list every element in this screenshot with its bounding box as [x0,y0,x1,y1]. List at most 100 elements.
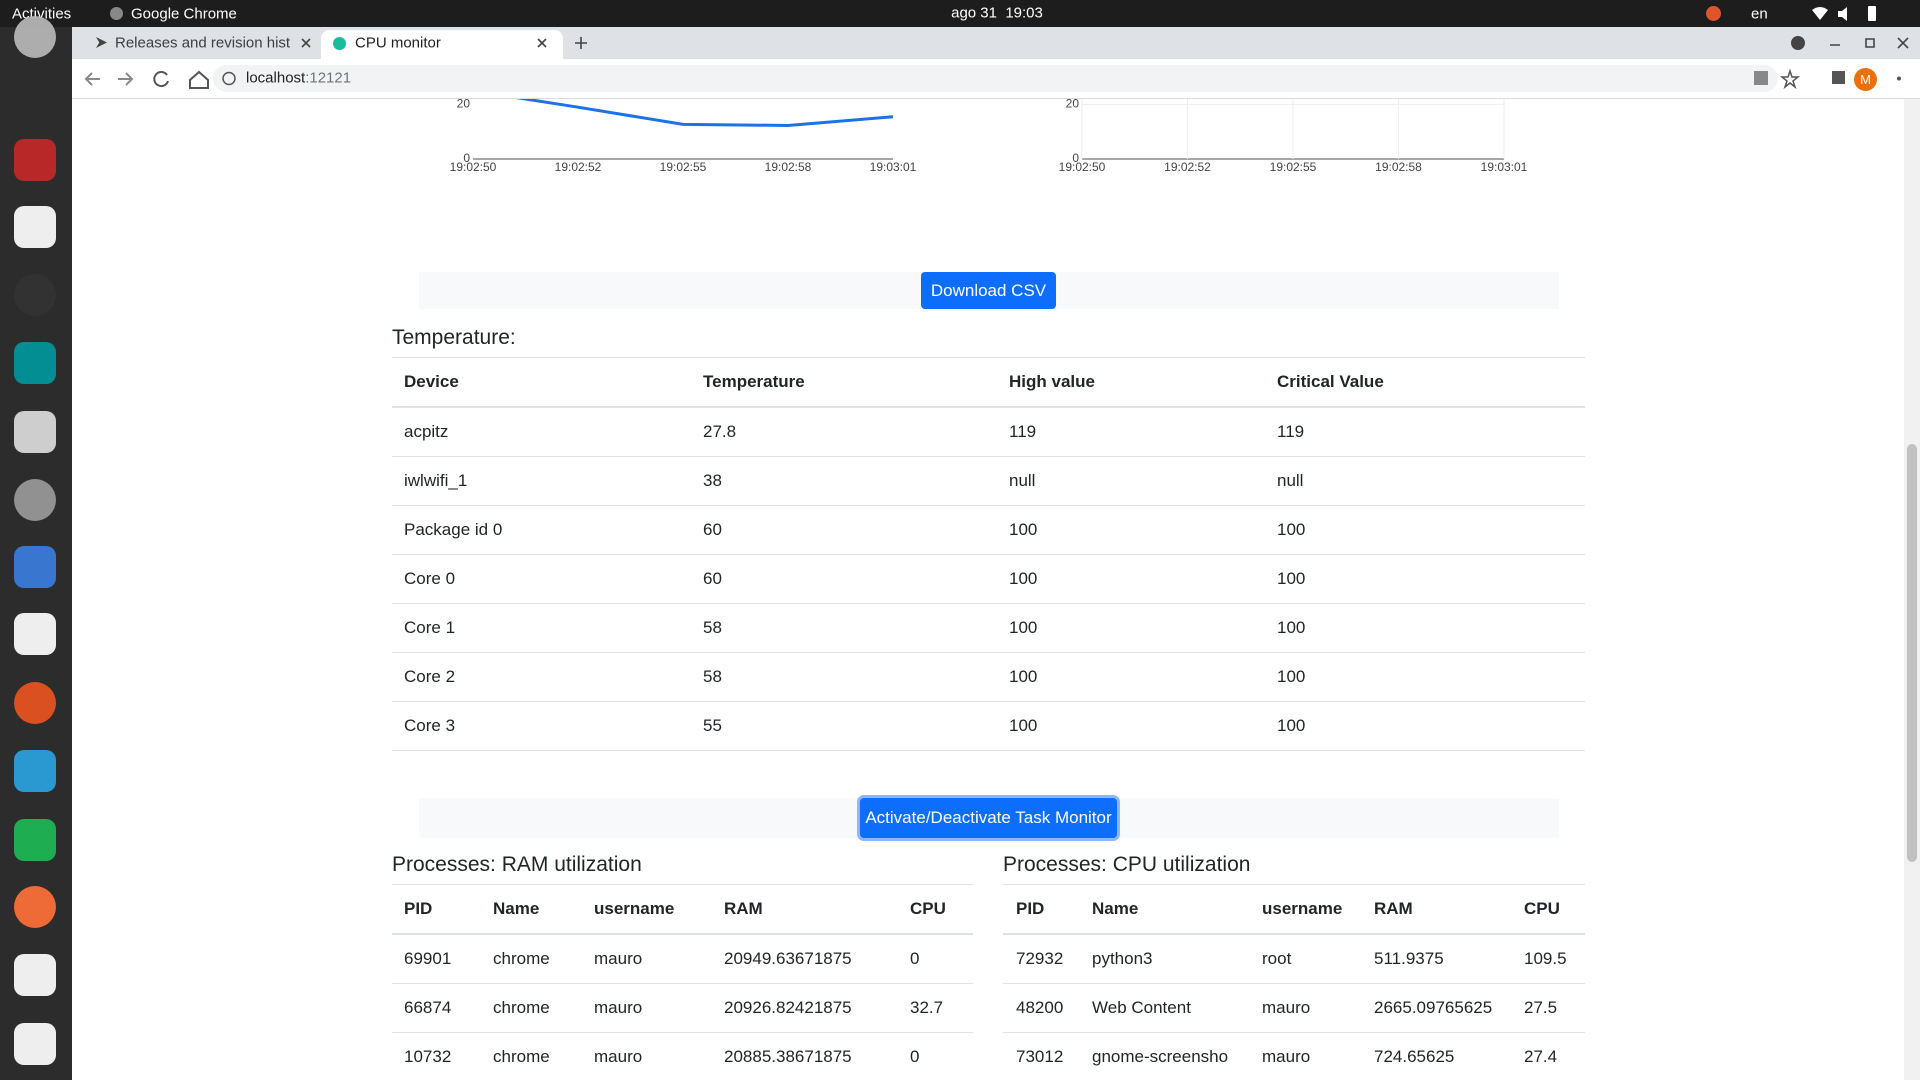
table-rule [392,701,1585,702]
table-cell: 27.5 [1524,998,1558,1017]
table-cell: 69901 [404,949,452,968]
table-rule [392,884,973,885]
dock-icon [14,206,56,248]
table-rule [392,750,1585,751]
table-cell: 2665.09765625 [1374,998,1493,1017]
table-cell: mauro [1262,1047,1311,1066]
table-cell: 20926.82421875 [724,998,852,1017]
table-cell: 100 [1277,618,1306,637]
window-buttons[interactable] [1830,37,1909,49]
dock-icon [14,886,56,928]
table-cell: gnome-screensho [1092,1047,1229,1066]
x-tick-label: 19:02:58 [765,160,812,174]
url[interactable]: localhost:12121 [246,70,351,87]
tab-buttons[interactable] [301,37,587,49]
x-tick-label: 19:02:50 [450,160,497,174]
column-header: Name [493,899,540,918]
table-cell: 60 [703,569,722,588]
menu[interactable] [1897,76,1901,81]
table-cell: 55 [703,716,722,735]
tab-title[interactable]: Releases and revision hist [115,34,291,52]
profile[interactable]: M [1854,68,1877,91]
nav-icons [84,65,1901,92]
dock-icon [14,479,56,521]
bookmark[interactable] [1779,68,1801,90]
table-rule [1003,933,1585,935]
table-cell: 0 [910,949,920,968]
column-header: PID [1016,899,1045,918]
table-cell: root [1262,949,1292,968]
url-port: :12121 [305,69,352,87]
dock-icon [14,954,56,996]
x-tick-label: 19:02:55 [1270,160,1317,174]
site-info[interactable] [222,71,236,86]
back[interactable] [84,72,100,86]
dock-icon [14,750,56,792]
column-header: High value [1009,372,1095,391]
table-cell: 20885.38671875 [724,1047,852,1066]
top-bar [0,0,1920,27]
reload[interactable] [153,71,169,88]
scroll-thumb[interactable] [1907,444,1917,862]
table-cell: 109.5 [1524,949,1567,968]
table-cell: acpitz [404,422,449,441]
table-cell: chrome [493,949,550,968]
table-cell: 20949.63671875 [724,949,852,968]
table-cell: 100 [1009,569,1038,588]
column-header: Device [404,372,459,391]
table-cell: 119 [1277,422,1305,441]
table-cell: Web Content [1092,998,1191,1017]
table-rule [1003,983,1585,984]
table-cell: 48200 [1016,998,1064,1017]
wifi [1812,7,1828,20]
toggle-button[interactable]: Activate/Deactivate Task Monitor [860,798,1117,838]
active-tab[interactable] [321,30,563,59]
dock-icon [14,682,56,724]
table-cell: 100 [1009,716,1038,735]
x-tick-label: 19:03:01 [870,160,917,174]
column-header: PID [404,899,433,918]
language[interactable]: en [1751,5,1768,23]
extensions[interactable] [1832,71,1845,84]
table-cell: Core 3 [404,716,456,735]
table-cell: chrome [493,998,550,1017]
tab-title[interactable]: CPU monitor [355,34,441,52]
tab-search[interactable] [1791,36,1805,50]
url-host: localhost [246,69,306,87]
table-cell: Core 2 [404,667,456,686]
tray-icon [1706,6,1721,21]
table-cell: 66874 [404,998,452,1017]
table-rule [1003,1032,1585,1033]
column-header: RAM [724,899,763,918]
column-header: RAM [1374,899,1413,918]
table-cell: Core 0 [404,569,456,588]
section-title: Processes: CPU utilization [1003,853,1251,876]
table-cell: 0 [910,1047,920,1066]
page: 0 20 19:02:50 19:02:52 19:02:55 19:02:58 19:03… [72,99,1904,1080]
y-tick-label: 0 [463,151,470,165]
y-tick-label: 0 [1072,151,1079,165]
table-cell: 32.7 [910,998,944,1017]
translate[interactable] [1754,71,1768,85]
x-tick-label: 19:02:52 [555,160,602,174]
column-header: Temperature [703,372,805,391]
forward[interactable] [118,72,134,86]
table-cell: 27.4 [1524,1047,1558,1066]
dock-icon [14,16,56,58]
table-cell: mauro [594,949,643,968]
download-button[interactable]: Download CSV [921,272,1056,309]
dock-icon [14,613,56,655]
home[interactable] [189,70,209,89]
dock-icon [14,1023,56,1065]
status-icons[interactable] [1810,4,1910,24]
omnibox[interactable] [213,65,1778,92]
column-header: CPU [1524,899,1560,918]
app-menu[interactable]: Google Chrome [131,5,237,23]
table-cell: mauro [594,998,643,1017]
table-cell: 100 [1009,520,1038,539]
charts: 0 20 19:02:50 19:02:52 19:02:55 19:02:58 19:03… [450,99,1528,174]
table-rule [392,505,1585,506]
dock-icon [14,546,56,588]
table-cell: null [1277,471,1304,490]
clock[interactable]: ago 31 19:03 [951,4,1043,22]
